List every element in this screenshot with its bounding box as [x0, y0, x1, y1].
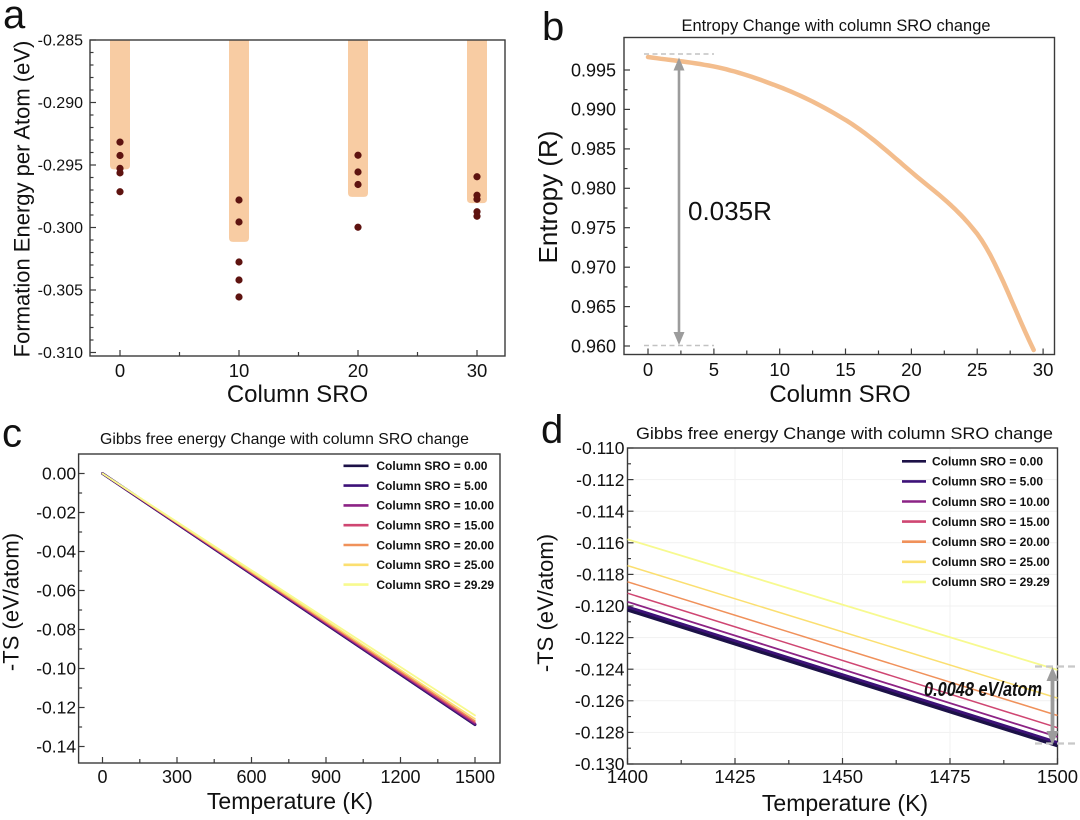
svg-text:-TS (eV/atom): -TS (eV/atom) — [0, 533, 24, 671]
svg-text:1475: 1475 — [929, 766, 970, 787]
svg-text:1400: 1400 — [607, 766, 648, 787]
svg-text:0: 0 — [97, 767, 107, 787]
svg-text:300: 300 — [162, 767, 192, 787]
svg-text:-0.08: -0.08 — [36, 620, 76, 640]
svg-text:-0.110: -0.110 — [576, 438, 625, 458]
svg-text:0.00: 0.00 — [42, 464, 76, 484]
svg-text:Column SRO = 29.29: Column SRO = 29.29 — [376, 578, 494, 592]
svg-text:Column SRO = 25.00: Column SRO = 25.00 — [932, 555, 1050, 569]
svg-text:-0.02: -0.02 — [36, 503, 76, 523]
svg-text:20: 20 — [901, 359, 922, 380]
svg-text:a: a — [3, 0, 26, 37]
svg-text:-0.114: -0.114 — [576, 501, 625, 521]
svg-text:d: d — [541, 408, 563, 452]
svg-text:-0.116: -0.116 — [576, 533, 624, 553]
svg-text:10: 10 — [229, 360, 250, 381]
svg-text:-0.310: -0.310 — [38, 345, 83, 362]
svg-text:Column SRO = 20.00: Column SRO = 20.00 — [932, 535, 1050, 549]
svg-text:Column SRO = 29.29: Column SRO = 29.29 — [932, 575, 1050, 589]
svg-text:0.035R: 0.035R — [688, 196, 772, 226]
svg-text:0.970: 0.970 — [571, 258, 616, 278]
svg-text:Temperature (K): Temperature (K) — [762, 790, 928, 816]
svg-text:900: 900 — [311, 767, 341, 787]
svg-text:-0.295: -0.295 — [38, 158, 83, 175]
svg-text:Column SRO = 25.00: Column SRO = 25.00 — [376, 558, 494, 572]
svg-text:-0.118: -0.118 — [576, 565, 624, 585]
svg-text:-0.124: -0.124 — [575, 659, 625, 679]
svg-text:Formation Energy per Atom (eV): Formation Energy per Atom (eV) — [10, 41, 35, 358]
svg-text:-0.130: -0.130 — [575, 754, 625, 774]
svg-text:Gibbs free energy Change with: Gibbs free energy Change with column SRO… — [636, 424, 1053, 443]
svg-text:Entropy Change with column SRO: Entropy Change with column SRO change — [682, 17, 991, 35]
svg-text:-0.122: -0.122 — [575, 628, 625, 648]
svg-text:Gibbs free energy Change with: Gibbs free energy Change with column SRO… — [100, 431, 469, 448]
svg-text:Column SRO = 15.00: Column SRO = 15.00 — [932, 515, 1050, 529]
svg-text:1500: 1500 — [1037, 766, 1078, 787]
svg-text:1450: 1450 — [822, 766, 863, 787]
svg-text:-0.14: -0.14 — [36, 737, 76, 757]
svg-text:Column SRO = 20.00: Column SRO = 20.00 — [376, 538, 494, 552]
svg-text:0.985: 0.985 — [571, 139, 616, 159]
svg-text:1425: 1425 — [714, 766, 755, 787]
svg-text:-0.300: -0.300 — [38, 220, 83, 237]
svg-text:Temperature (K): Temperature (K) — [207, 788, 373, 814]
svg-text:-0.06: -0.06 — [36, 581, 76, 601]
svg-text:20: 20 — [348, 360, 369, 381]
svg-text:-0.305: -0.305 — [38, 283, 83, 300]
svg-text:-TS (eV/atom): -TS (eV/atom) — [533, 534, 558, 672]
svg-text:Column SRO = 10.00: Column SRO = 10.00 — [932, 495, 1050, 509]
svg-text:0.965: 0.965 — [571, 297, 616, 317]
svg-text:5: 5 — [709, 359, 719, 380]
svg-text:Column SRO: Column SRO — [769, 381, 910, 408]
svg-text:0.980: 0.980 — [571, 179, 616, 199]
svg-text:15: 15 — [835, 359, 856, 380]
svg-text:0.975: 0.975 — [571, 218, 616, 238]
svg-text:10: 10 — [769, 359, 790, 380]
svg-text:Column SRO = 0.00: Column SRO = 0.00 — [376, 459, 487, 473]
svg-text:Column SRO = 15.00: Column SRO = 15.00 — [376, 519, 494, 533]
svg-text:c: c — [2, 412, 22, 456]
svg-text:Column SRO: Column SRO — [227, 381, 368, 408]
svg-text:1500: 1500 — [455, 767, 495, 787]
svg-text:Column SRO = 0.00: Column SRO = 0.00 — [932, 455, 1043, 469]
svg-text:600: 600 — [236, 767, 266, 787]
svg-text:1200: 1200 — [380, 767, 420, 787]
svg-text:0.995: 0.995 — [571, 60, 616, 80]
svg-text:0: 0 — [115, 360, 125, 381]
svg-text:-0.04: -0.04 — [36, 542, 76, 562]
svg-text:-0.12: -0.12 — [36, 698, 76, 718]
svg-text:-0.128: -0.128 — [575, 723, 625, 743]
svg-text:-0.285: -0.285 — [38, 33, 83, 50]
svg-text:Column SRO = 10.00: Column SRO = 10.00 — [376, 499, 494, 513]
svg-text:Entropy (R): Entropy (R) — [533, 131, 563, 264]
svg-text:-0.10: -0.10 — [36, 659, 76, 679]
svg-text:30: 30 — [1033, 359, 1054, 380]
svg-text:-0.290: -0.290 — [38, 95, 83, 112]
svg-text:0.0048 eV/atom: 0.0048 eV/atom — [924, 678, 1042, 701]
svg-text:-0.120: -0.120 — [575, 596, 625, 616]
svg-text:25: 25 — [967, 359, 988, 380]
svg-text:0.960: 0.960 — [571, 336, 616, 356]
svg-text:-0.126: -0.126 — [575, 691, 625, 711]
svg-text:30: 30 — [467, 360, 488, 381]
svg-text:0.990: 0.990 — [571, 100, 616, 120]
svg-text:-0.112: -0.112 — [576, 470, 624, 490]
svg-text:Column SRO = 5.00: Column SRO = 5.00 — [932, 475, 1043, 489]
svg-text:0: 0 — [643, 359, 653, 380]
svg-text:b: b — [542, 5, 564, 49]
svg-text:Column SRO = 5.00: Column SRO = 5.00 — [376, 479, 487, 493]
